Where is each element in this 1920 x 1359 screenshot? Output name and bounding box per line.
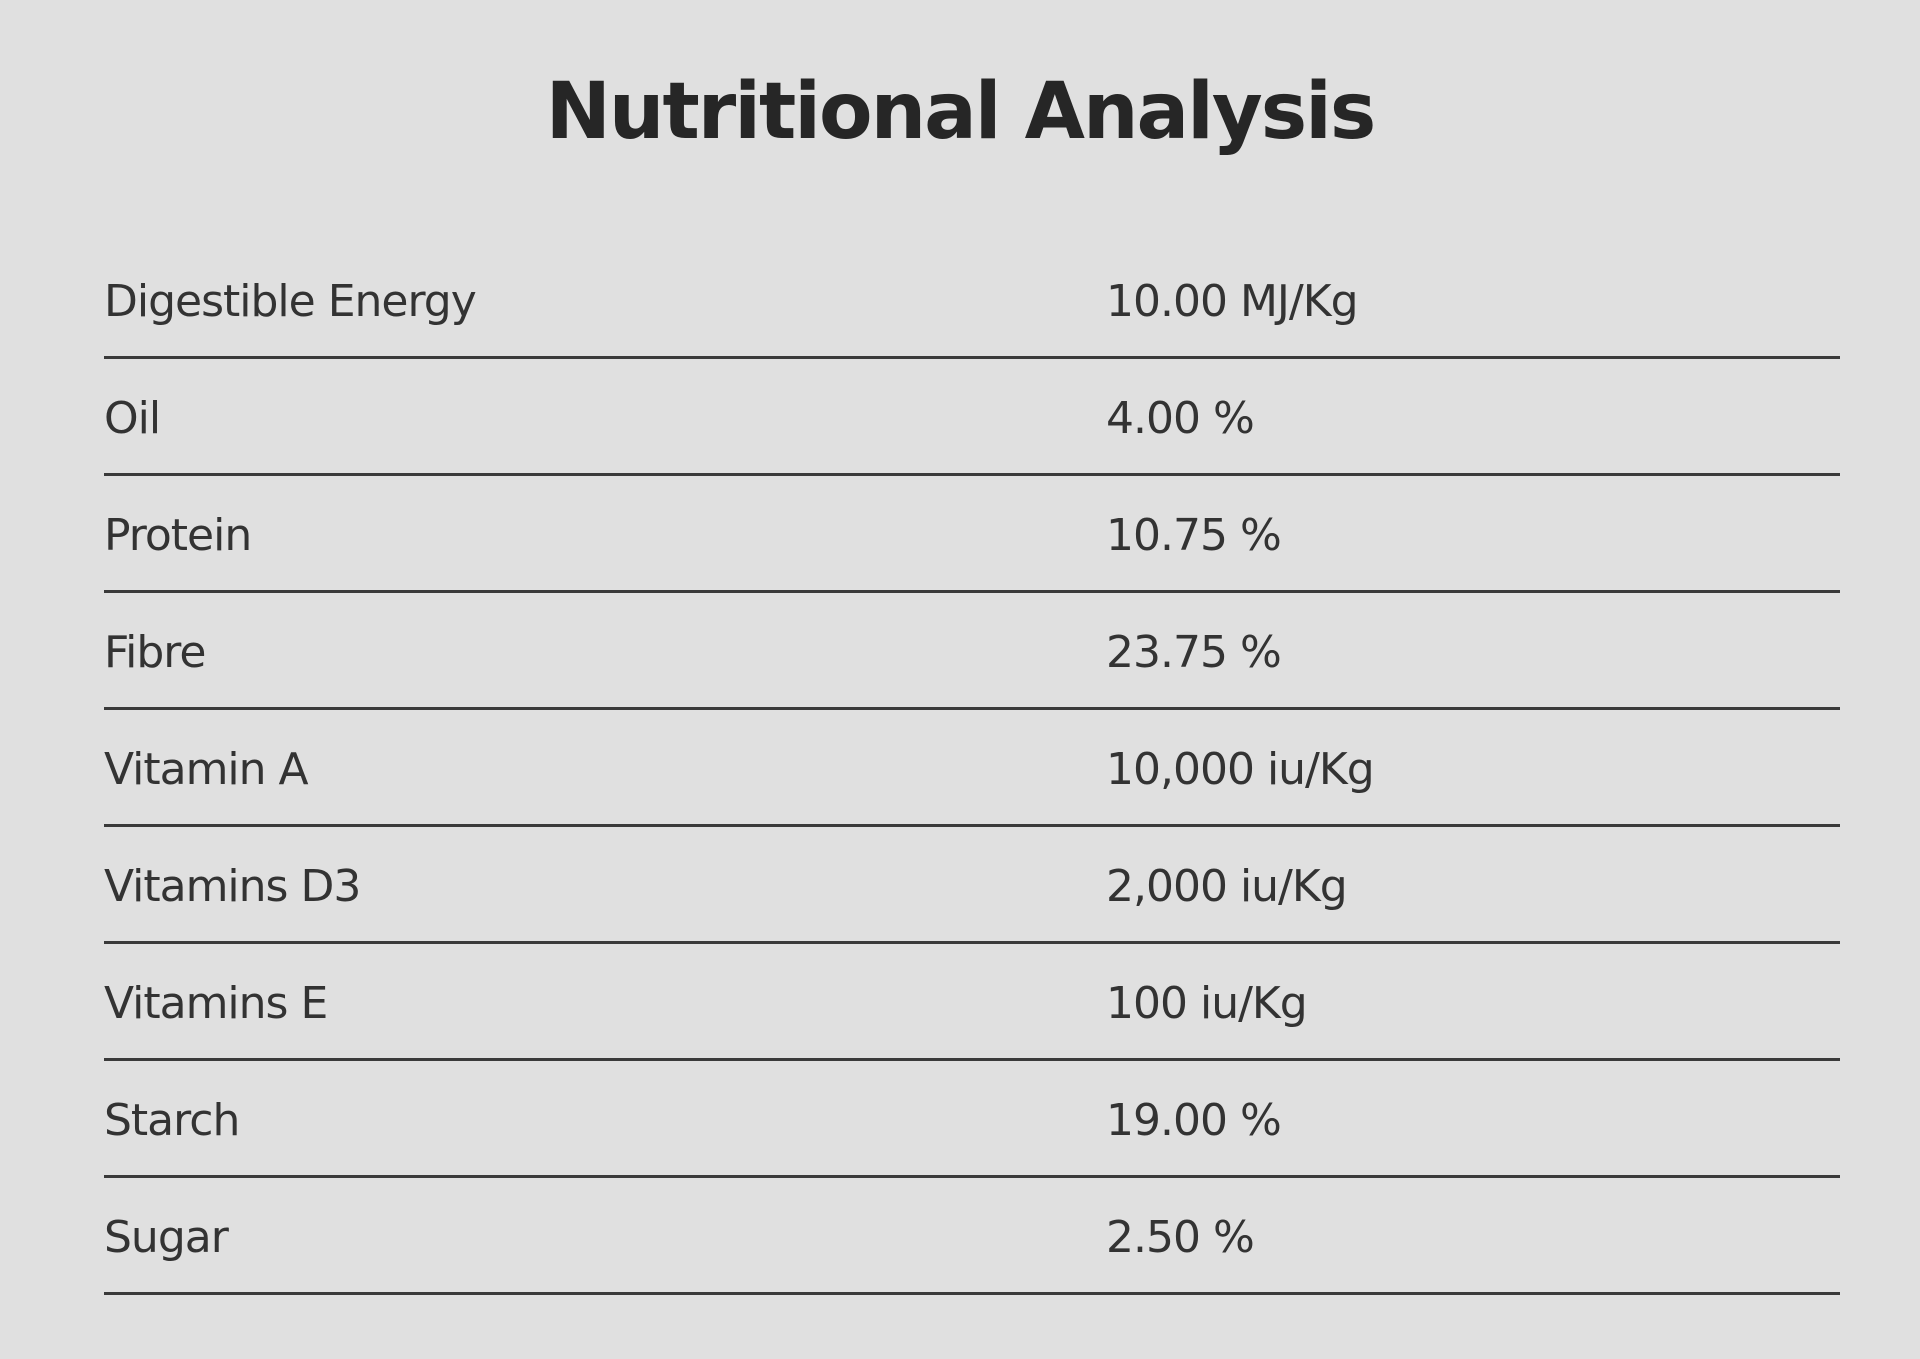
nutrient-value: 2.50 % (1106, 1212, 1255, 1263)
nutrient-value: 19.00 % (1106, 1095, 1282, 1146)
nutrient-label: Vitamin A (104, 744, 309, 795)
nutrient-label: Oil (104, 393, 161, 444)
table-row: Digestible Energy 10.00 MJ/Kg (104, 242, 1840, 359)
page-title: Nutritional Analysis (545, 67, 1377, 157)
nutrient-label: Protein (104, 510, 252, 561)
nutrient-label: Digestible Energy (104, 276, 477, 327)
table-row: Fibre 23.75 % (104, 593, 1840, 710)
nutrient-value: 4.00 % (1106, 393, 1255, 444)
nutrient-value: 23.75 % (1106, 627, 1282, 678)
nutrient-label: Starch (104, 1095, 240, 1146)
nutrient-label: Fibre (104, 627, 206, 678)
table-row: Vitamins D3 2,000 iu/Kg (104, 827, 1840, 944)
nutrient-value: 2,000 iu/Kg (1106, 861, 1348, 912)
nutrient-label: Vitamins E (104, 978, 328, 1029)
table-row: Sugar 2.50 % (104, 1178, 1840, 1295)
nutrient-value: 10,000 iu/Kg (1106, 744, 1375, 795)
nutrient-value: 10.00 MJ/Kg (1106, 276, 1358, 327)
table-row: Oil 4.00 % (104, 359, 1840, 476)
table-row: Protein 10.75 % (104, 476, 1840, 593)
table-row: Vitamin A 10,000 iu/Kg (104, 710, 1840, 827)
nutrient-label: Vitamins D3 (104, 861, 361, 912)
nutrition-table: Digestible Energy 10.00 MJ/Kg Oil 4.00 %… (104, 242, 1840, 1295)
table-row: Starch 19.00 % (104, 1061, 1840, 1178)
nutrient-value: 100 iu/Kg (1106, 978, 1308, 1029)
table-row: Vitamins E 100 iu/Kg (104, 944, 1840, 1061)
nutrient-label: Sugar (104, 1212, 229, 1263)
nutrient-value: 10.75 % (1106, 510, 1282, 561)
